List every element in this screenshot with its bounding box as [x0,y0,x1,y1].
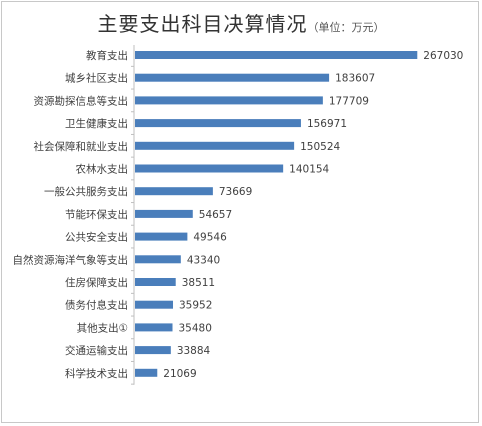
bar [135,187,213,196]
data-label: 35480 [179,322,212,334]
bar [135,300,174,309]
category-label: 其他支出① [77,321,128,334]
data-label: 267030 [423,50,463,62]
data-label: 183607 [335,73,375,85]
category-label: 债务付息支出 [65,299,128,312]
bar [135,346,171,355]
data-label: 49546 [193,232,227,244]
category-label: 科学技术支出 [65,367,128,380]
category-label: 城乡社区支出 [65,72,128,85]
data-label: 150524 [300,141,340,153]
bar [135,141,295,150]
category-label: 一般公共服务支出 [44,185,128,198]
category-label: 农林水支出 [76,163,129,176]
bar [135,51,418,59]
data-label: 140154 [289,164,329,176]
bar [135,255,181,264]
bar [135,278,176,286]
bar [135,368,158,377]
data-label: 54657 [199,209,232,221]
category-label: 公共安全支出 [65,231,128,244]
category-label: 社会保障和就业支出 [34,140,129,153]
bar [135,119,301,128]
data-label: 43340 [187,254,220,266]
category-label: 自然资源海洋气象等支出 [13,253,129,266]
bar [135,323,173,332]
data-label: 73669 [219,186,252,198]
data-label: 21069 [163,368,196,380]
bar [135,232,188,241]
category-label: 教育支出 [86,49,128,62]
category-label: 资源勘探信息等支出 [34,94,129,107]
category-label: 卫生健康支出 [65,117,128,130]
bar [135,164,284,173]
chart-title-row: 主要支出科目决算情况（单位：万元） [0,8,482,37]
chart-title: 主要支出科目决算情况 [97,12,308,36]
category-label: 节能环保支出 [65,208,128,221]
data-label: 38511 [182,277,215,289]
data-label: 33884 [177,345,211,357]
chart-subtitle: （单位：万元） [307,21,385,34]
data-label: 156971 [307,118,347,130]
data-label: 177709 [329,95,369,107]
data-label: 35952 [179,300,212,312]
bar [135,73,330,82]
category-label: 交通运输支出 [65,344,128,357]
category-label: 住房保障支出 [65,276,128,289]
bar [135,209,193,218]
bar [135,96,323,105]
